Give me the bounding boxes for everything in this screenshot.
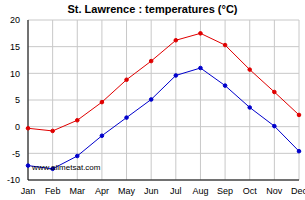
svg-text:Dec: Dec [291,186,297,196]
svg-text:5: 5 [15,95,20,105]
html-text:St. Lawrence : temperatures (°: St. Lawrence : temperatures (°C) [67,3,238,15]
svg-text:Oct: Oct [243,186,258,196]
svg-text:Sep: Sep [217,186,233,196]
svg-text:May: May [118,186,136,196]
svg-text:Jul: Jul [170,186,182,196]
svg-text:Mar: Mar [70,186,86,196]
svg-text:Feb: Feb [45,186,61,196]
svg-text:Apr: Apr [95,186,109,196]
svg-text:-5: -5 [12,149,20,159]
svg-text:Nov: Nov [266,186,283,196]
svg-text:-10: -10 [8,175,20,185]
svg-text:20: 20 [10,15,20,25]
svg-text:Jan: Jan [21,186,36,196]
svg-text:Jun: Jun [144,186,159,196]
svg-text:Aug: Aug [192,186,208,196]
html-text:www.allmetsat.com: www.allmetsat.com [32,163,101,172]
svg-text:10: 10 [10,69,20,79]
svg-text:0: 0 [15,122,20,132]
svg-text:15: 15 [10,42,20,52]
